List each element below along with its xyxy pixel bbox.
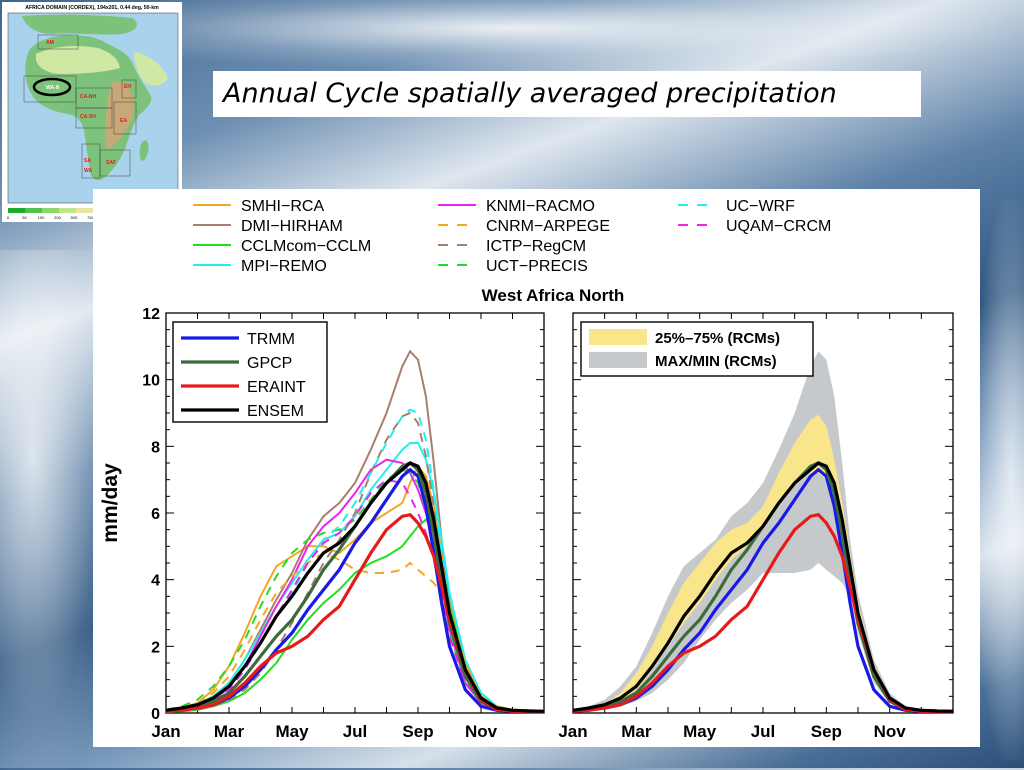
- region-label-am: AM: [46, 40, 54, 46]
- chart-title: West Africa North: [482, 286, 625, 305]
- x-tick-label: Jul: [343, 722, 368, 741]
- x-tick-label: Nov: [874, 722, 907, 741]
- region-label-wa: WA: [84, 168, 92, 174]
- legend-label: UCT−PRECIS: [486, 258, 588, 275]
- legend-label: CNRM−ARPEGE: [486, 218, 610, 235]
- y-axis-label: mm/day: [99, 463, 122, 543]
- map-title: AFRICA DOMAIN (CORDEX), 194x201, 0.44 de…: [25, 5, 159, 11]
- legend-label: UQAM−CRCM: [726, 218, 831, 235]
- map-highlands: [105, 81, 135, 149]
- legend-label: KNMI−RACMO: [486, 198, 595, 215]
- obs-legend-label: ENSEM: [247, 403, 304, 420]
- obs-series-line: [165, 461, 545, 713]
- region-label-eh: EH: [124, 84, 131, 90]
- colorbar-seg-1: [8, 208, 25, 213]
- map-region-boxes: [23, 34, 137, 179]
- region-box-saf: [99, 149, 131, 177]
- x-tick-label: Nov: [465, 722, 498, 741]
- background-snow-top: [160, 0, 1024, 70]
- region-label-ea: EA: [120, 118, 127, 124]
- band-legend-label: MAX/MIN (RCMs): [655, 353, 777, 370]
- africa-domain-map-svg: AFRICA DOMAIN (CORDEX), 194x201, 0.44 de…: [7, 5, 180, 220]
- x-tick-label: Mar: [214, 722, 245, 741]
- legend-label: DMI−HIRHAM: [241, 218, 343, 235]
- colorbar-tick-label: 200: [54, 215, 61, 220]
- y-tick-label: 0: [151, 706, 160, 723]
- y-tick-label: 10: [142, 373, 160, 390]
- colorbar-seg-2: [25, 208, 42, 213]
- legend-label: SMHI−RCA: [241, 198, 324, 215]
- obs-series-line: [572, 467, 953, 714]
- colorbar-seg-3: [42, 208, 59, 213]
- y-tick-label: 8: [151, 439, 160, 456]
- map-highlight-ellipse: [32, 77, 72, 97]
- background-snow-right: [975, 200, 1024, 760]
- colorbar-tick-label: 50: [22, 215, 27, 220]
- legend-label: MPI−REMO: [241, 258, 327, 275]
- iqr-band: [573, 414, 953, 712]
- x-tick-label: May: [275, 722, 309, 741]
- region-label-wa-n: WA-N: [46, 85, 60, 91]
- rcm-series-line: [165, 551, 545, 712]
- map-madagascar: [139, 140, 149, 161]
- colorbar-seg-4: [59, 208, 76, 213]
- legend-label: UC−WRF: [726, 198, 795, 215]
- panel-right-spread: Jan Mar May Jul Sep Nov 25%–75% (RCMs) MAX/MIN …: [558, 312, 954, 741]
- region-box-am: [37, 34, 79, 50]
- maxmin-band: [573, 351, 953, 712]
- y-tick-label: 12: [142, 306, 160, 323]
- map-sahara: [36, 46, 120, 74]
- region-label-ca-nh: CA-NH: [80, 94, 96, 100]
- map-europe: [22, 14, 137, 35]
- region-label-saf: SAF: [106, 160, 116, 166]
- colorbar-tick-label: 100: [38, 215, 45, 220]
- legend-label: CCLMcom−CCLM: [241, 238, 371, 255]
- precipitation-chart: SMHI−RCA DMI−HIRHAM CCLMcom−CCLM MPI−REMO KN…: [99, 198, 954, 741]
- band-legend-label: 25%–75% (RCMs): [655, 330, 780, 347]
- colorbar-tick-label: 500: [71, 215, 78, 220]
- obs-legend-label: ERAINT: [247, 379, 306, 396]
- x-tick-label: Jan: [151, 722, 180, 741]
- background-snow-left: [0, 250, 110, 770]
- colorbar-seg-5: [76, 208, 93, 213]
- x-tick-label: Sep: [402, 722, 433, 741]
- region-box-ea: [113, 101, 137, 135]
- rcm-series-line: [165, 464, 545, 712]
- band-legend-swatch: [589, 329, 647, 345]
- y-tick-label: 2: [151, 639, 160, 656]
- region-label-ca-sh: CA-SH: [80, 114, 96, 120]
- x-tick-label: Mar: [621, 722, 652, 741]
- obs-series-line: [572, 461, 954, 713]
- region-box-eh: [121, 79, 137, 99]
- region-label-sa: SA: [84, 158, 91, 164]
- panel-left-models-obs: 0 2 4 6 8 10 12 Jan Mar May Jul Sep Nov TRMM GPCP ERAIN…: [142, 306, 545, 741]
- y-tick-label: 4: [151, 573, 160, 590]
- rcm-series-line: [165, 411, 545, 713]
- region-box-ca-sh: [75, 107, 113, 129]
- colorbar-tick-label: 750: [87, 215, 94, 220]
- map-arabia: [134, 52, 168, 86]
- band-legend-swatch: [589, 352, 647, 368]
- africa-domain-map: AFRICA DOMAIN (CORDEX), 194x201, 0.44 de…: [2, 2, 182, 222]
- slide-title: Annual Cycle spatially averaged precipit…: [213, 71, 921, 117]
- obs-legend-label: TRMM: [247, 331, 295, 348]
- model-legend: SMHI−RCA DMI−HIRHAM CCLMcom−CCLM MPI−REMO KN…: [193, 198, 831, 275]
- obs-legend-label: GPCP: [247, 355, 292, 372]
- rcm-series-line: [165, 478, 545, 713]
- x-tick-label: Jan: [558, 722, 587, 741]
- chart-panel: SMHI−RCA DMI−HIRHAM CCLMcom−CCLM MPI−REMO KN…: [93, 189, 980, 747]
- rcm-series-line: [165, 468, 545, 713]
- legend-label: ICTP−RegCM: [486, 238, 586, 255]
- x-tick-label: Jul: [751, 722, 776, 741]
- obs-series-line: [165, 467, 544, 714]
- y-tick-label: 6: [151, 506, 160, 523]
- x-tick-label: Sep: [811, 722, 842, 741]
- rcm-series-line: [165, 442, 545, 712]
- colorbar-tick-label: 0: [7, 215, 10, 220]
- rcm-series-line: [165, 408, 545, 713]
- x-tick-label: May: [683, 722, 717, 741]
